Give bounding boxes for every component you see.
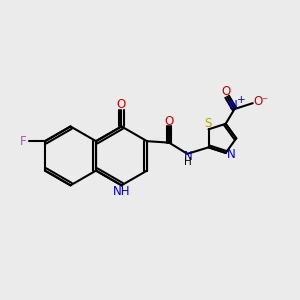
Text: O: O [164,115,174,128]
Text: F: F [20,135,26,148]
Text: NH: NH [113,185,130,198]
Text: H: H [184,157,192,167]
Text: N: N [184,150,192,163]
Text: ⁻: ⁻ [261,95,267,108]
Text: O: O [221,85,230,98]
Text: O: O [254,95,263,108]
Text: N: N [229,99,238,112]
Text: S: S [204,117,211,130]
Text: O: O [117,98,126,111]
Text: +: + [237,95,245,105]
Text: N: N [227,148,236,161]
